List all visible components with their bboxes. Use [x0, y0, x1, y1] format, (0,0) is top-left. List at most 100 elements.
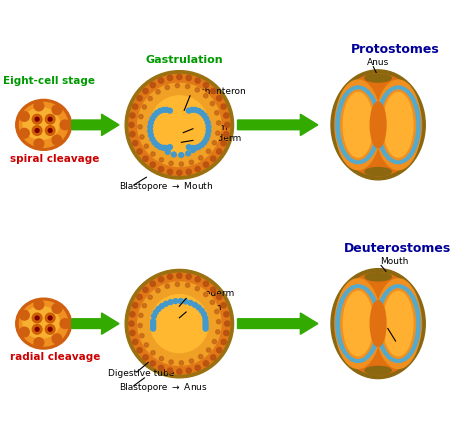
Ellipse shape	[129, 74, 230, 175]
Circle shape	[130, 330, 135, 336]
Circle shape	[19, 327, 29, 337]
Ellipse shape	[375, 279, 421, 368]
Circle shape	[48, 117, 52, 121]
FancyArrow shape	[72, 114, 119, 136]
Ellipse shape	[365, 74, 391, 82]
Circle shape	[186, 75, 191, 80]
Text: Mesoderm: Mesoderm	[187, 289, 234, 299]
Circle shape	[167, 274, 173, 279]
Circle shape	[133, 104, 138, 109]
Circle shape	[178, 299, 183, 303]
Circle shape	[35, 316, 39, 320]
Circle shape	[177, 369, 182, 374]
Circle shape	[186, 108, 191, 113]
Text: spiral cleavage: spiral cleavage	[9, 154, 99, 164]
Circle shape	[216, 131, 220, 135]
Circle shape	[193, 108, 198, 112]
Circle shape	[48, 129, 52, 133]
Circle shape	[46, 114, 55, 124]
Text: Eight-cell stage: Eight-cell stage	[3, 76, 95, 86]
Circle shape	[199, 156, 203, 160]
Circle shape	[195, 286, 200, 291]
Circle shape	[48, 327, 52, 331]
Circle shape	[32, 313, 42, 323]
FancyArrow shape	[237, 313, 318, 334]
Circle shape	[161, 108, 166, 112]
Circle shape	[129, 321, 134, 326]
Circle shape	[167, 108, 173, 113]
Circle shape	[130, 132, 135, 137]
Circle shape	[177, 170, 182, 175]
Circle shape	[179, 152, 183, 157]
Ellipse shape	[129, 273, 230, 374]
Text: Anus: Anus	[366, 58, 389, 67]
Circle shape	[151, 152, 155, 156]
Circle shape	[165, 284, 169, 288]
Circle shape	[224, 132, 229, 137]
Ellipse shape	[365, 168, 391, 176]
Circle shape	[186, 145, 191, 149]
Circle shape	[217, 95, 222, 101]
Circle shape	[143, 156, 148, 161]
Ellipse shape	[383, 291, 413, 356]
Circle shape	[137, 149, 142, 154]
Circle shape	[203, 83, 209, 88]
Circle shape	[148, 133, 154, 137]
Circle shape	[221, 303, 226, 308]
Ellipse shape	[365, 273, 391, 281]
Circle shape	[185, 283, 190, 287]
Circle shape	[221, 140, 226, 146]
Circle shape	[19, 128, 29, 138]
Circle shape	[215, 111, 219, 115]
Circle shape	[34, 300, 44, 310]
Circle shape	[183, 299, 188, 304]
Circle shape	[195, 277, 201, 282]
Circle shape	[19, 310, 29, 320]
Ellipse shape	[125, 71, 234, 179]
Circle shape	[150, 162, 155, 167]
Circle shape	[152, 314, 156, 318]
Circle shape	[186, 368, 191, 373]
Circle shape	[151, 319, 155, 324]
Text: Deuterostomes: Deuterostomes	[344, 242, 451, 255]
Circle shape	[52, 105, 62, 114]
Circle shape	[210, 355, 216, 360]
Circle shape	[206, 129, 211, 133]
Circle shape	[153, 310, 158, 315]
Circle shape	[204, 116, 209, 121]
Circle shape	[195, 78, 201, 83]
Circle shape	[139, 114, 143, 119]
Circle shape	[203, 324, 208, 329]
Circle shape	[203, 326, 208, 331]
Circle shape	[150, 116, 155, 121]
Text: Mesoderm: Mesoderm	[194, 134, 241, 143]
Circle shape	[35, 117, 39, 121]
Ellipse shape	[336, 279, 381, 368]
Circle shape	[46, 324, 55, 334]
Circle shape	[35, 129, 39, 133]
Circle shape	[196, 108, 201, 113]
Ellipse shape	[383, 92, 413, 157]
Circle shape	[210, 287, 216, 292]
Circle shape	[156, 307, 161, 311]
Text: Coelum: Coelum	[187, 303, 222, 312]
Circle shape	[130, 113, 135, 118]
Text: Protostomes: Protostomes	[351, 43, 440, 56]
Circle shape	[142, 304, 146, 308]
Circle shape	[133, 339, 138, 345]
Ellipse shape	[19, 301, 68, 346]
Circle shape	[162, 146, 167, 150]
Circle shape	[158, 277, 164, 282]
Text: Blastopore: Blastopore	[119, 182, 168, 191]
Circle shape	[168, 300, 173, 305]
Circle shape	[159, 158, 164, 162]
Ellipse shape	[23, 307, 59, 338]
Ellipse shape	[23, 108, 59, 140]
Circle shape	[34, 338, 44, 347]
Circle shape	[151, 351, 155, 355]
Circle shape	[165, 149, 170, 154]
Circle shape	[130, 311, 135, 317]
Circle shape	[35, 327, 39, 331]
Circle shape	[177, 74, 182, 79]
Circle shape	[138, 324, 142, 328]
